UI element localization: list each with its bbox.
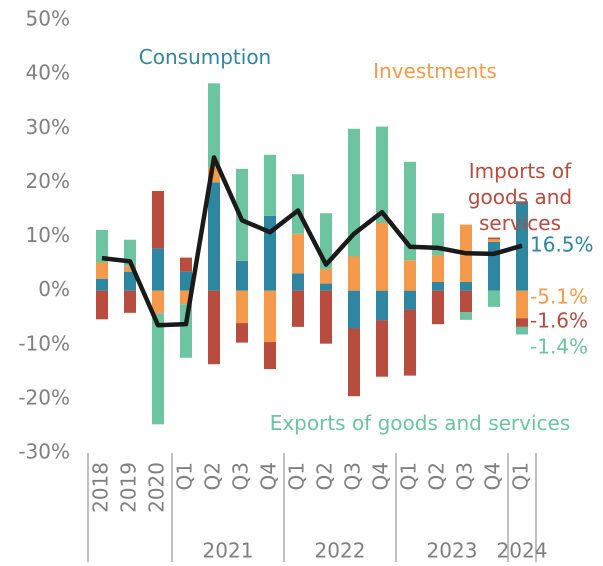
x-tick-label: Q1 xyxy=(285,462,309,490)
bar-segment xyxy=(124,271,136,291)
bar-segment xyxy=(124,266,136,272)
x-tick-label: Q2 xyxy=(425,462,449,490)
bar-segment xyxy=(208,83,220,168)
bar-segment xyxy=(236,290,248,324)
x-tick-label: Q2 xyxy=(313,462,337,490)
bar-segment xyxy=(432,255,444,282)
bar-segment xyxy=(320,283,332,291)
group-label: 2022 xyxy=(315,539,366,563)
bar-segment xyxy=(292,273,304,291)
bar-segment xyxy=(376,126,388,223)
x-tick-label: Q4 xyxy=(369,462,393,490)
bar-segment xyxy=(404,260,416,291)
y-tick-label: 10% xyxy=(26,223,70,247)
bar-segment xyxy=(292,290,304,327)
value-label: -1.4% xyxy=(530,335,588,359)
bar-segment xyxy=(488,237,500,240)
bar-segment xyxy=(348,256,360,291)
x-tick-label: Q2 xyxy=(201,462,225,490)
bar-segment xyxy=(488,239,500,242)
bar-segment xyxy=(180,257,192,272)
bar-segment xyxy=(180,271,192,291)
bar-segment xyxy=(376,222,388,291)
bar-segment xyxy=(320,268,332,284)
series-label: Imports of goods and services xyxy=(467,159,573,235)
series-label: Investments xyxy=(373,59,497,83)
bar-segment xyxy=(96,262,108,279)
bar-segment xyxy=(516,290,528,319)
bar-segment xyxy=(236,323,248,343)
bar-segment xyxy=(236,260,248,291)
y-tick-label: 30% xyxy=(26,115,70,139)
x-tick-label: Q1 xyxy=(509,462,533,490)
bar-segment xyxy=(376,290,388,321)
y-tick-label: 20% xyxy=(26,169,70,193)
bar-segment xyxy=(348,328,360,397)
bar-segment xyxy=(488,241,500,291)
x-tick-label: Q3 xyxy=(229,462,253,490)
bar-segment xyxy=(264,154,276,216)
group-label: 2023 xyxy=(427,539,478,563)
bar-segment xyxy=(404,309,416,376)
bar-segment xyxy=(460,281,472,291)
bar-segment xyxy=(292,233,304,274)
bar-segment xyxy=(96,278,108,291)
bar-segment xyxy=(376,320,388,377)
series-label: Exports of goods and services xyxy=(269,411,571,435)
y-tick-label: -30% xyxy=(18,440,70,464)
x-tick-label: Q1 xyxy=(173,462,197,490)
bar-segment xyxy=(404,161,416,261)
bar-segment xyxy=(264,290,276,343)
bar-segment xyxy=(432,281,444,291)
bar-segment xyxy=(404,290,416,310)
bar-segment xyxy=(516,326,528,335)
bar-segment xyxy=(152,248,164,291)
group-label: 2021 xyxy=(203,539,254,563)
line xyxy=(101,155,523,328)
bar-segment xyxy=(488,290,500,307)
bar-segment xyxy=(432,213,444,256)
bar-segment xyxy=(152,313,164,425)
bar-segment xyxy=(264,342,276,370)
x-tick-label: Q4 xyxy=(257,462,281,490)
bar-segment xyxy=(432,290,444,325)
value-label: 16.5% xyxy=(530,233,594,257)
bar-segment xyxy=(264,215,276,291)
y-tick-label: 0% xyxy=(38,277,70,301)
bar-segment xyxy=(320,290,332,344)
bar-segment xyxy=(208,182,220,291)
bar-segment xyxy=(124,290,136,313)
bar-segment xyxy=(460,290,472,313)
bar-segment xyxy=(96,290,108,320)
bar-segment xyxy=(516,318,528,327)
value-label: -5.1% xyxy=(530,285,588,309)
group-label: 2024 xyxy=(497,539,548,563)
bar-segment xyxy=(152,191,164,249)
x-tick-label: Q4 xyxy=(481,462,505,490)
x-tick-label: 2019 xyxy=(117,462,141,513)
x-tick-label: Q3 xyxy=(453,462,477,490)
bar-segment xyxy=(208,290,220,365)
series-label: Consumption xyxy=(138,45,272,69)
bar-segment xyxy=(460,312,472,320)
bar-segment xyxy=(348,290,360,329)
x-tick-label: 2020 xyxy=(145,462,169,513)
y-tick-label: -10% xyxy=(18,331,70,355)
bar-segment xyxy=(292,174,304,234)
x-tick-label: Q1 xyxy=(397,462,421,490)
bar-segment xyxy=(96,230,108,263)
x-tick-label: 2018 xyxy=(89,462,113,513)
y-tick-label: -20% xyxy=(18,385,70,409)
y-tick-label: 40% xyxy=(26,61,70,85)
bar-segment xyxy=(152,290,164,314)
value-label: -1.6% xyxy=(530,309,588,333)
x-tick-label: Q3 xyxy=(341,462,365,490)
y-tick-label: 50% xyxy=(26,7,70,31)
bar-segment xyxy=(348,128,360,257)
